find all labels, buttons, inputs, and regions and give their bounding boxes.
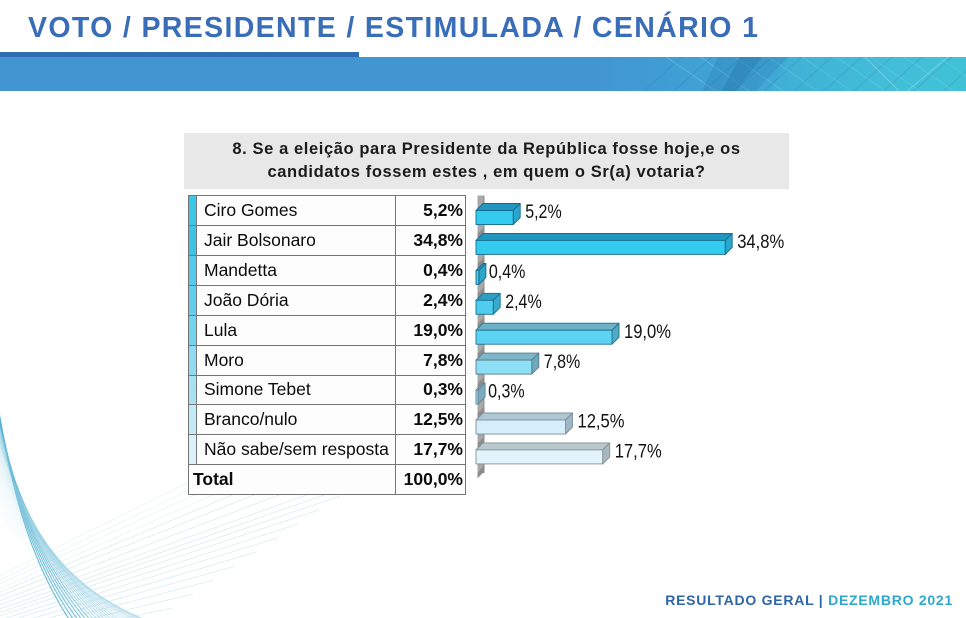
svg-text:12,5%: 12,5% (578, 411, 625, 433)
svg-text:34,8%: 34,8% (737, 231, 784, 253)
svg-text:17,7%: 17,7% (615, 441, 662, 463)
svg-text:19,0%: 19,0% (624, 321, 671, 343)
svg-text:7,8%: 7,8% (544, 351, 581, 373)
svg-text:5,2%: 5,2% (525, 201, 562, 223)
svg-text:0,3%: 0,3% (488, 381, 524, 403)
svg-text:0,4%: 0,4% (489, 261, 526, 283)
svg-text:2,4%: 2,4% (505, 291, 542, 313)
